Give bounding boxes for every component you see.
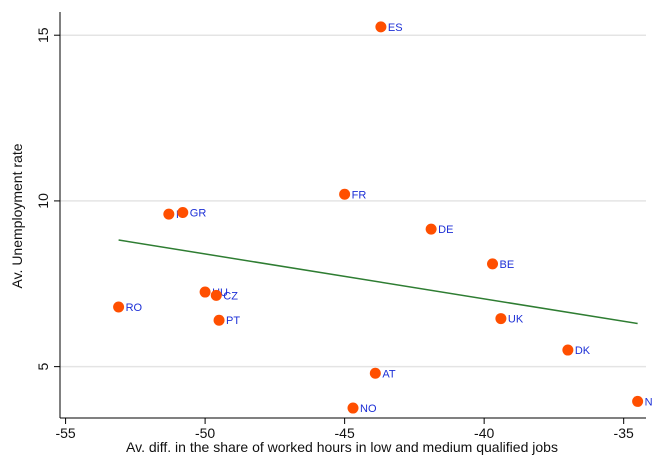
data-point-it [163, 208, 175, 220]
fit-line [118, 239, 638, 325]
data-point-de [425, 223, 437, 235]
y-tick-label: 10 [35, 193, 51, 209]
y-tick-label: 5 [35, 363, 51, 371]
x-tick-label: -50 [195, 425, 215, 441]
y-axis-title: Av. Unemployment rate [9, 143, 25, 288]
point-label-dk: DK [575, 345, 591, 357]
point-label-at: AT [382, 368, 396, 380]
axes: -55 -50 -45 -40 -35 5 10 15 [35, 12, 646, 441]
data-point-pt [213, 314, 225, 326]
data-point-cz [210, 289, 222, 301]
x-tick-label: -45 [335, 425, 355, 441]
point-label-cz: CZ [223, 290, 238, 302]
data-point-be [487, 258, 499, 270]
data-point-no [347, 402, 359, 414]
point-label-fr: FR [352, 189, 367, 201]
y-tick-label: 15 [35, 27, 51, 43]
data-point-uk [495, 313, 507, 325]
point-label-ro: RO [126, 302, 143, 314]
data-point-hu [199, 286, 211, 298]
data-point-dk [562, 344, 574, 356]
x-tick-label: -35 [614, 425, 634, 441]
points-layer: ESFRDEITGRBEHUCZROPTUKDKATNON [113, 21, 652, 415]
point-label-gr: GR [190, 208, 207, 220]
point-label-es: ES [388, 22, 403, 34]
x-axis-title: Av. diff. in the share of worked hours i… [126, 439, 558, 455]
data-point-ro [113, 301, 125, 313]
data-point-es [375, 21, 387, 33]
point-label-be: BE [500, 259, 515, 271]
point-label-uk: UK [508, 314, 524, 326]
data-point-fr [339, 188, 351, 200]
point-label-de: DE [438, 224, 453, 236]
fit-line-layer [118, 239, 638, 325]
point-label-no: NO [360, 403, 377, 415]
data-point-n [632, 395, 644, 407]
data-point-gr [177, 207, 189, 219]
x-tick-label: -55 [55, 425, 75, 441]
point-label-n: N [645, 396, 652, 408]
point-label-pt: PT [226, 315, 240, 327]
gridlines [60, 34, 646, 368]
x-tick-label: -40 [474, 425, 494, 441]
data-point-at [369, 367, 381, 379]
